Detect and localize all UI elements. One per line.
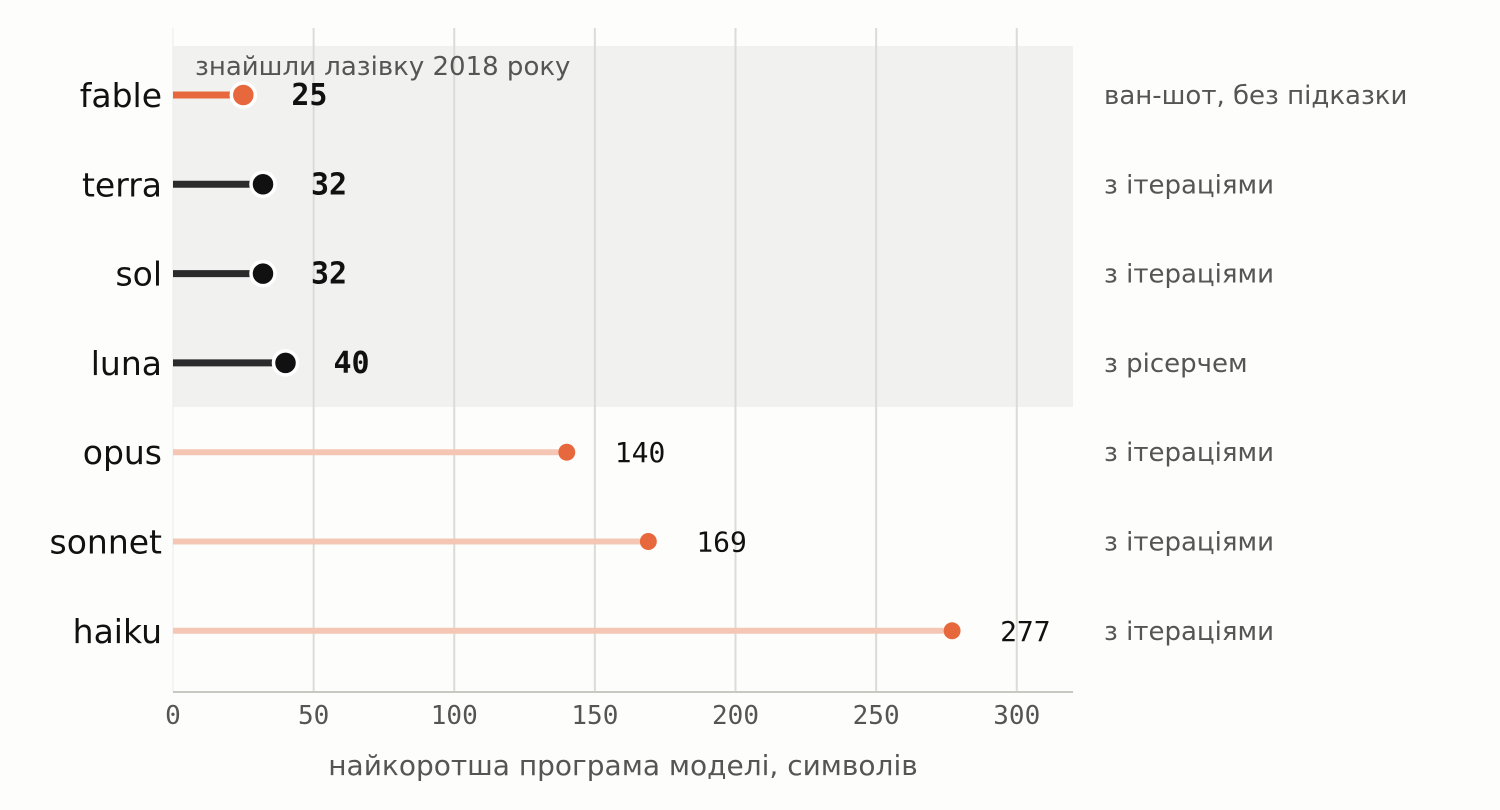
- x-axis-label: найкоротша програма моделі, символів: [328, 749, 917, 782]
- dot-haiku: [943, 622, 961, 640]
- value-label-haiku: 277: [1000, 615, 1051, 648]
- category-label-opus: opus: [83, 433, 162, 472]
- row-opus: opus 140 з ітераціями: [83, 433, 1274, 472]
- category-label-sonnet: sonnet: [50, 523, 163, 562]
- data-rows: fable 25 ван-шот, без підказки terra 32 з іте…: [50, 76, 1408, 651]
- note-label-terra: з ітераціями: [1104, 170, 1274, 200]
- value-label-sonnet: 169: [696, 526, 747, 559]
- row-sonnet: sonnet 169 з ітераціями: [50, 523, 1274, 562]
- x-tick-label-100: 100: [431, 701, 478, 731]
- note-label-sonnet: з ітераціями: [1104, 528, 1274, 558]
- highlight-band: [173, 46, 1073, 407]
- value-label-luna: 40: [334, 346, 370, 381]
- x-tick-label-150: 150: [571, 701, 618, 731]
- row-terra: terra 32 з ітераціями: [82, 165, 1274, 204]
- value-label-sol: 32: [311, 257, 347, 292]
- row-haiku: haiku 277 з ітераціями: [73, 612, 1274, 651]
- note-label-fable: ван-шот, без підказки: [1104, 81, 1407, 111]
- category-label-fable: fable: [80, 76, 162, 115]
- grid-lines: [312, 28, 1018, 692]
- category-label-luna: luna: [91, 344, 162, 383]
- value-label-terra: 32: [311, 167, 347, 202]
- dot-luna: [271, 349, 300, 377]
- dot-opus: [558, 443, 576, 461]
- dot-fable: [229, 81, 258, 109]
- row-fable: fable 25 ван-шот, без підказки: [80, 76, 1408, 115]
- dot-sol: [249, 259, 277, 288]
- note-label-haiku: з ітераціями: [1104, 617, 1274, 647]
- x-tick-label-200: 200: [712, 701, 759, 731]
- category-label-haiku: haiku: [73, 612, 162, 651]
- note-label-sol: з ітераціями: [1104, 260, 1274, 290]
- value-label-fable: 25: [291, 78, 327, 113]
- x-tick-label-0: 0: [165, 701, 181, 731]
- value-label-opus: 140: [615, 436, 666, 469]
- x-tick-label-300: 300: [993, 701, 1040, 731]
- dot-terra: [249, 170, 277, 199]
- x-tick-labels: 0 50 100 150 200 250 300: [165, 701, 1040, 731]
- x-tick-label-250: 250: [853, 701, 900, 731]
- category-label-sol: sol: [115, 255, 162, 294]
- category-label-terra: terra: [82, 165, 162, 204]
- x-tick-label-50: 50: [298, 701, 329, 731]
- row-sol: sol 32 з ітераціями: [115, 255, 1274, 294]
- note-label-luna: з рісерчем: [1104, 349, 1248, 379]
- band-label: знайшли лазівку 2018 року: [195, 52, 570, 82]
- note-label-opus: з ітераціями: [1104, 438, 1274, 468]
- row-luna: luna 40 з рісерчем: [91, 344, 1248, 383]
- dot-sonnet: [639, 533, 657, 550]
